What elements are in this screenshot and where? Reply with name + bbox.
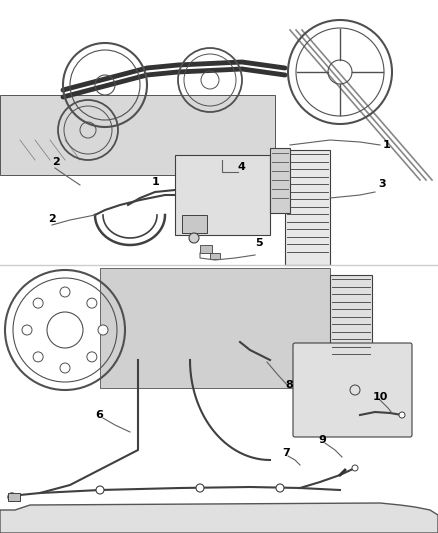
Text: 4: 4 <box>237 162 245 172</box>
Bar <box>270 148 290 213</box>
FancyBboxPatch shape <box>293 343 412 437</box>
Circle shape <box>33 298 43 308</box>
Bar <box>210 253 220 259</box>
Text: 2: 2 <box>48 214 56 224</box>
Text: 2: 2 <box>52 157 60 167</box>
Circle shape <box>98 325 108 335</box>
Circle shape <box>196 484 204 492</box>
Bar <box>0 0 438 265</box>
Circle shape <box>399 412 405 418</box>
Bar <box>100 268 330 388</box>
Bar <box>200 245 212 253</box>
Text: 8: 8 <box>285 380 293 390</box>
Text: 1: 1 <box>383 140 391 150</box>
Circle shape <box>8 493 16 501</box>
Bar <box>0 95 275 175</box>
Text: 5: 5 <box>255 238 263 248</box>
Circle shape <box>33 352 43 362</box>
Circle shape <box>22 325 32 335</box>
Circle shape <box>276 484 284 492</box>
Bar <box>8 493 20 501</box>
Text: 9: 9 <box>318 435 326 445</box>
Text: 10: 10 <box>373 392 389 402</box>
Text: 1: 1 <box>152 177 160 187</box>
Bar <box>0 265 438 533</box>
Bar <box>285 150 330 265</box>
Circle shape <box>189 233 199 243</box>
Bar <box>182 215 207 233</box>
Circle shape <box>60 363 70 373</box>
Circle shape <box>352 465 358 471</box>
Circle shape <box>60 287 70 297</box>
Circle shape <box>87 298 97 308</box>
Circle shape <box>96 486 104 494</box>
Text: 6: 6 <box>95 410 103 420</box>
Bar <box>330 275 372 370</box>
Circle shape <box>87 352 97 362</box>
Text: 7: 7 <box>282 448 290 458</box>
Bar <box>175 155 270 235</box>
Text: 3: 3 <box>378 179 385 189</box>
Polygon shape <box>0 503 438 533</box>
